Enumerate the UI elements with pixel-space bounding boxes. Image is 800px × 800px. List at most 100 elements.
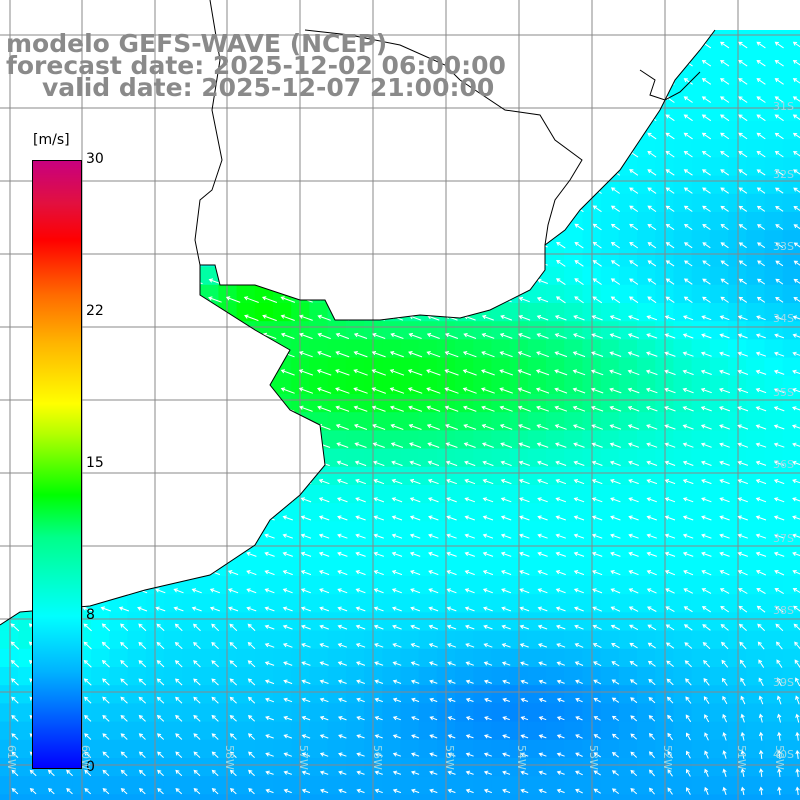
- wind-speed-cell: [473, 139, 492, 158]
- wind-speed-cell: [418, 539, 438, 559]
- wind-speed-cell: [54, 794, 74, 800]
- wind-arrow: [738, 59, 748, 67]
- wind-speed-cell: [309, 139, 329, 158]
- wind-arrow: [704, 714, 710, 723]
- wind-arrow: [211, 660, 219, 668]
- wind-speed-cell: [527, 557, 547, 577]
- wind-arrow: [462, 387, 477, 394]
- wind-arrow: [82, 297, 93, 303]
- wind-speed-cell: [182, 466, 201, 486]
- wind-speed-cell: [291, 157, 310, 177]
- wind-arrow: [630, 733, 638, 740]
- wind-arrow: [792, 460, 800, 466]
- wind-arrow: [556, 96, 566, 103]
- wind-arrow: [157, 769, 164, 777]
- wind-arrow: [172, 405, 185, 412]
- wind-arrow: [157, 751, 164, 758]
- wind-arrow: [191, 479, 203, 485]
- wind-arrow: [9, 333, 21, 339]
- wind-speed-cell: [564, 303, 583, 322]
- wind-arrow: [464, 206, 475, 212]
- wind-arrow: [573, 551, 585, 557]
- wind-arrow: [665, 624, 675, 631]
- wind-arrow: [609, 333, 622, 339]
- wind-speed-cell: [491, 758, 511, 777]
- wind-arrow: [575, 788, 583, 794]
- wind-arrow: [704, 750, 709, 759]
- wind-speed-cell: [163, 284, 183, 304]
- wind-speed-cell: [527, 303, 547, 322]
- wind-speed-cell: [254, 157, 274, 177]
- wind-speed-cell: [182, 557, 201, 577]
- wind-arrow: [628, 606, 639, 612]
- wind-arrow: [118, 242, 130, 248]
- wind-speed-cell: [491, 230, 511, 249]
- wind-speed-cell: [400, 485, 420, 504]
- wind-speed-cell: [291, 266, 310, 286]
- wind-arrow: [518, 260, 530, 266]
- wind-speed-cell: [109, 503, 128, 522]
- lon-label: 58W: [223, 745, 236, 770]
- wind-speed-cell: [527, 485, 547, 504]
- wind-arrow: [100, 479, 112, 485]
- wind-speed-cell: [491, 448, 511, 468]
- wind-speed-cell: [182, 594, 201, 613]
- wind-arrow: [700, 387, 712, 394]
- wind-arrow: [355, 661, 366, 666]
- wind-arrow: [645, 387, 658, 394]
- wind-arrow: [758, 768, 764, 778]
- wind-speed-cell: [782, 503, 800, 522]
- wind-speed-cell: [418, 303, 438, 322]
- wind-speed-cell: [127, 193, 147, 213]
- wind-speed-cell: [273, 521, 292, 541]
- wind-speed-cell: [273, 594, 292, 613]
- wind-arrow: [667, 750, 673, 759]
- wind-arrow: [629, 78, 639, 85]
- wind-arrow: [591, 442, 603, 448]
- wind-speed-cell: [327, 630, 347, 650]
- wind-speed-cell: [127, 157, 147, 177]
- wind-arrow: [428, 661, 438, 666]
- wind-arrow: [500, 115, 512, 121]
- wind-speed-cell: [546, 703, 565, 723]
- wind-arrow: [409, 169, 421, 175]
- wind-arrow: [428, 515, 439, 521]
- wind-arrow: [556, 716, 565, 721]
- wind-arrow: [610, 260, 620, 267]
- wind-arrow: [500, 570, 512, 576]
- wind-arrow: [463, 333, 477, 339]
- wind-arrow: [391, 224, 403, 230]
- wind-speed-cell: [91, 412, 110, 431]
- wind-speed-cell: [382, 157, 401, 177]
- wind-speed-cell: [0, 466, 19, 486]
- wind-arrow: [227, 442, 239, 448]
- wind-arrow: [720, 132, 730, 140]
- wind-speed-cell: [709, 503, 729, 522]
- wind-arrow: [45, 151, 57, 157]
- wind-speed-cell: [291, 794, 310, 800]
- wind-arrow: [463, 296, 476, 303]
- wind-arrow: [447, 788, 456, 794]
- wind-speed-cell: [673, 321, 693, 340]
- wind-speed-cell: [564, 648, 583, 668]
- wind-arrow: [247, 696, 256, 704]
- wind-speed-cell: [273, 430, 292, 450]
- wind-arrow: [482, 187, 494, 193]
- wind-arrow: [481, 314, 494, 321]
- wind-speed-cell: [291, 230, 310, 249]
- wind-arrow: [537, 533, 548, 539]
- wind-speed-cell: [546, 48, 565, 67]
- wind-arrow: [9, 551, 20, 557]
- wind-arrow: [519, 588, 530, 594]
- wind-arrow: [428, 169, 439, 175]
- wind-speed-cell: [382, 375, 401, 395]
- wind-arrow: [10, 659, 20, 668]
- wind-arrow: [317, 332, 331, 340]
- wind-speed-cell: [728, 339, 747, 359]
- wind-arrow: [409, 460, 421, 467]
- wind-arrow: [667, 732, 674, 741]
- wind-arrow: [100, 424, 112, 430]
- wind-arrow: [283, 661, 293, 666]
- wind-arrow: [264, 606, 275, 612]
- wind-arrow: [609, 405, 622, 412]
